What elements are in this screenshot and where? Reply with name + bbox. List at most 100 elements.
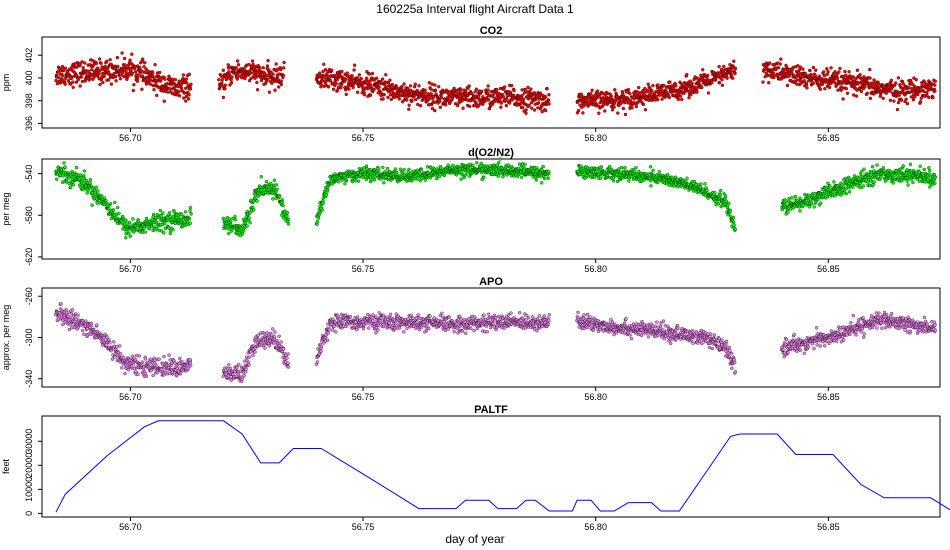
data-point <box>844 86 848 91</box>
data-point <box>523 162 527 167</box>
data-point <box>896 76 901 80</box>
data-point <box>458 88 463 92</box>
data-point <box>80 75 84 79</box>
data-point <box>872 180 876 184</box>
data-point <box>610 97 615 102</box>
data-point <box>841 97 845 101</box>
x-axis-label: day of year <box>445 532 504 546</box>
data-point <box>732 220 736 225</box>
data-point <box>520 93 524 98</box>
data-point <box>651 168 655 173</box>
data-point <box>861 184 866 188</box>
data-point <box>236 63 241 67</box>
data-point <box>689 93 693 97</box>
data-point <box>651 83 655 88</box>
data-point <box>229 81 234 85</box>
data-point <box>395 170 399 175</box>
data-point <box>626 87 631 92</box>
data-point <box>918 100 923 104</box>
data-point <box>435 176 439 181</box>
data-point <box>131 217 135 221</box>
data-point <box>429 87 433 91</box>
data-point <box>221 95 226 100</box>
data-point <box>866 180 870 184</box>
data-point <box>69 76 74 80</box>
data-point <box>933 175 938 179</box>
data-point <box>286 217 291 222</box>
data-point <box>524 111 528 115</box>
data-point <box>475 161 479 165</box>
data-point <box>474 87 479 91</box>
data-point <box>227 231 231 236</box>
data-point <box>720 83 725 87</box>
data-point <box>220 78 224 82</box>
data-point <box>884 91 888 95</box>
data-point <box>178 94 182 98</box>
data-point <box>255 74 259 79</box>
data-point <box>230 75 234 79</box>
y-tick-label: 398 <box>24 93 34 108</box>
data-point <box>171 214 175 218</box>
data-point <box>546 176 550 181</box>
data-point <box>241 231 245 236</box>
data-point <box>81 181 86 186</box>
data-point <box>905 179 909 183</box>
data-point <box>768 61 772 65</box>
data-point <box>408 84 413 88</box>
data-point <box>544 108 548 113</box>
x-tick-label: 56.70 <box>119 133 142 143</box>
data-point <box>177 89 181 94</box>
data-point <box>605 173 609 178</box>
data-points <box>54 302 938 383</box>
data-point <box>368 93 373 97</box>
data-points <box>54 51 937 117</box>
data-point <box>870 165 875 169</box>
data-point <box>326 188 330 192</box>
data-point <box>188 221 192 225</box>
data-point <box>266 78 270 82</box>
data-point <box>127 231 131 236</box>
data-point <box>245 224 249 228</box>
data-point <box>248 71 253 75</box>
data-point <box>340 69 344 74</box>
data-point <box>280 200 285 204</box>
data-point <box>407 167 411 172</box>
x-tick-label: 56.85 <box>817 133 840 143</box>
data-point <box>809 201 814 206</box>
y-axis-label: per meg <box>1 192 11 225</box>
data-point <box>922 89 926 94</box>
data-point <box>155 93 159 98</box>
data-point <box>184 77 188 81</box>
data-point <box>163 77 167 81</box>
data-point <box>82 169 87 173</box>
data-points <box>54 157 938 240</box>
data-point <box>96 66 100 70</box>
data-point <box>856 80 861 85</box>
data-point <box>918 164 922 168</box>
data-point <box>247 62 251 67</box>
data-point <box>151 212 156 217</box>
data-point <box>400 84 404 89</box>
data-point <box>141 57 145 61</box>
data-point <box>271 197 275 201</box>
data-point <box>250 59 255 63</box>
data-point <box>423 88 427 92</box>
data-point <box>495 87 499 92</box>
data-point <box>352 63 357 67</box>
data-point <box>609 94 613 98</box>
data-segment <box>780 162 938 216</box>
data-point <box>546 98 551 103</box>
data-point <box>157 357 161 361</box>
data-point <box>282 66 286 70</box>
data-point <box>137 354 142 358</box>
data-point <box>69 82 73 86</box>
data-point <box>904 97 908 101</box>
x-tick-label: 56.70 <box>119 264 142 274</box>
data-point <box>158 208 162 213</box>
data-point <box>110 357 115 361</box>
data-point <box>133 69 138 74</box>
data-point <box>271 72 275 76</box>
data-point <box>153 63 157 67</box>
data-point <box>538 91 543 95</box>
data-point <box>467 84 471 88</box>
